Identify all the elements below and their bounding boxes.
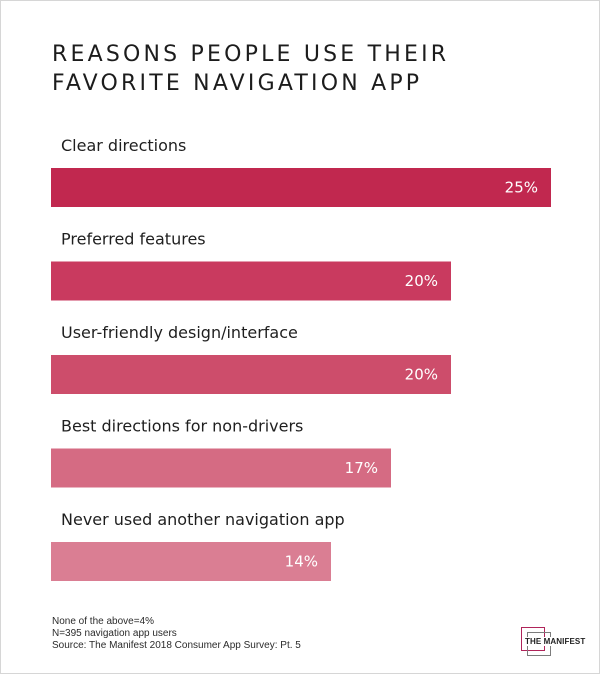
- bar-value-label: 20%: [405, 272, 438, 290]
- bar: [51, 448, 391, 488]
- footnote-sample-size: N=395 navigation app users: [52, 628, 177, 639]
- category-label: Best directions for non-drivers: [61, 417, 303, 436]
- bar-value-label: 17%: [345, 459, 378, 477]
- footnote-source: Source: The Manifest 2018 Consumer App S…: [52, 640, 301, 651]
- footnote-none-of-above: None of the above=4%: [52, 616, 155, 627]
- chart-title: REASONS PEOPLE USE THEIR FAVORITE NAVIGA…: [52, 40, 552, 98]
- manifest-logo-text: THE MANIFEST: [524, 637, 587, 646]
- bar-value-label: 20%: [405, 366, 438, 384]
- category-label: User-friendly design/interface: [61, 323, 298, 342]
- chart-title-line-2: FAVORITE NAVIGATION APP: [52, 71, 423, 96]
- category-label: Preferred features: [61, 230, 206, 249]
- bar: [51, 261, 451, 301]
- footnotes: None of the above=4% N=395 navigation ap…: [52, 616, 301, 652]
- bar-value-label: 14%: [285, 553, 318, 571]
- bar-value-label: 25%: [505, 179, 538, 197]
- category-label: Clear directions: [61, 136, 186, 155]
- bar: [51, 542, 331, 581]
- chart-title-line-1: REASONS PEOPLE USE THEIR: [52, 42, 450, 67]
- category-label: Never used another navigation app: [61, 510, 345, 529]
- bar: [51, 168, 551, 207]
- bar: [51, 355, 451, 394]
